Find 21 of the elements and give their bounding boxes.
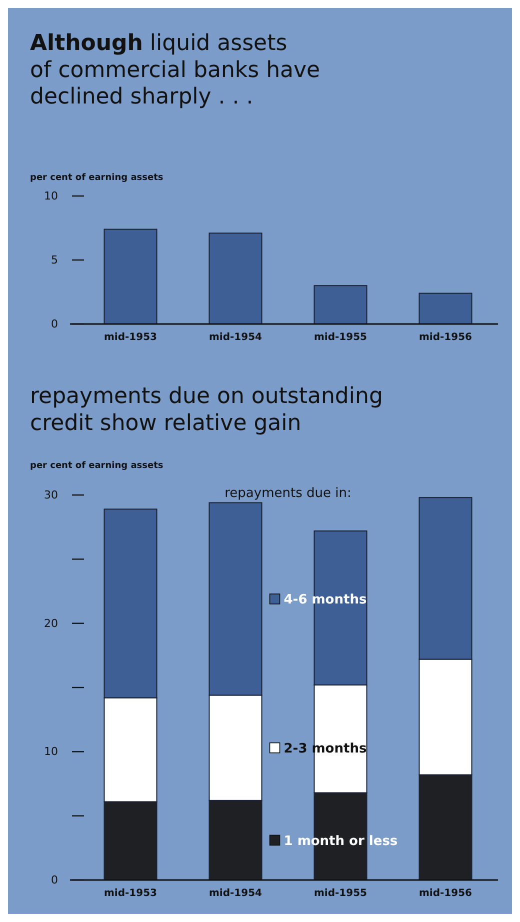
y-tick-label: 10	[44, 190, 58, 203]
chart-title: repayments due on outstanding credit show relative gain	[30, 384, 383, 436]
y-tick-label: 0	[51, 318, 58, 331]
y-tick-label: 30	[44, 488, 58, 502]
x-tick-label: mid-1955	[314, 888, 368, 899]
legend-title: repayments due in:	[224, 486, 352, 501]
y-tick-label: 10	[44, 745, 58, 758]
y-tick-label: 5	[51, 254, 58, 267]
x-tick-label: mid-1956	[419, 888, 472, 899]
x-tick-label: mid-1954	[209, 332, 262, 343]
x-tick-label: mid-1953	[104, 888, 158, 899]
x-tick-label: mid-1955	[314, 332, 368, 343]
x-tick-label: mid-1956	[419, 332, 472, 343]
y-tick-label: 0	[51, 874, 58, 887]
y-tick-label: 20	[44, 616, 58, 630]
chart-title: Although liquid assets of commercial banks have declined sharply . . .	[30, 31, 320, 110]
legend-label: 4-6 months	[284, 592, 367, 608]
x-tick-label: mid-1953	[104, 332, 158, 343]
y-axis-title: per cent of earning assets	[30, 461, 164, 471]
y-axis-title: per cent of earning assets	[30, 173, 164, 183]
x-tick-label: mid-1954	[209, 888, 262, 899]
